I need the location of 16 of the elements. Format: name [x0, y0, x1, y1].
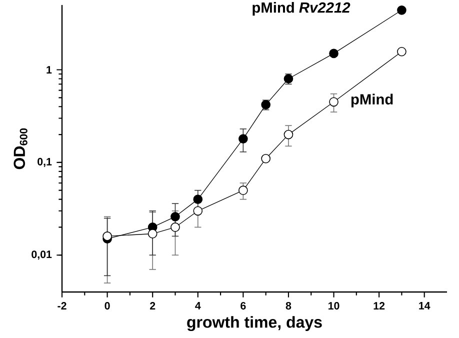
series-label: pMind — [351, 94, 393, 108]
x-tick-label: 0 — [104, 302, 110, 310]
x-tick-label: 2 — [150, 302, 156, 310]
x-tick-label: 10 — [328, 302, 340, 310]
y-tick-label: 1 — [46, 66, 52, 74]
x-tick-label: 6 — [240, 302, 246, 310]
y-axis-title: OD$_{600}$ — [14, 128, 28, 170]
series-label: pMind Rv2212 — [252, 2, 350, 16]
x-tick-label: 4 — [195, 302, 201, 310]
x-tick-label: 14 — [419, 302, 430, 310]
y-tick-label: 0,1 — [38, 158, 52, 167]
x-axis-title: growth time, days — [187, 316, 322, 332]
x-tick-label: 8 — [286, 302, 292, 310]
y-tick-label: 0,01 — [32, 250, 52, 260]
x-tick-label: 12 — [374, 302, 385, 310]
x-tick-label: -2 — [58, 302, 66, 310]
